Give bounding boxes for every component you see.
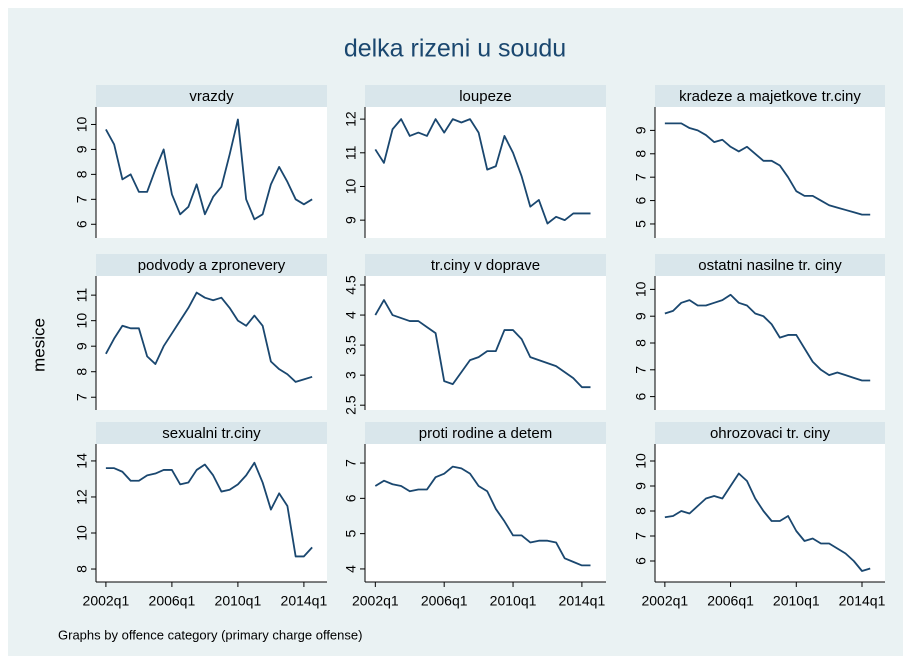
panel-title: sexualni tr.ciny [162,425,261,442]
y-tick-label: 10 [74,525,90,541]
series-line [374,118,591,225]
y-tick-label: 4 [343,565,359,573]
plot-area [655,444,885,582]
series-line [105,118,313,221]
panel-strip [365,422,606,444]
series-line [105,291,313,383]
y-tick-label: 12 [343,111,359,127]
x-tick-label: 2002q1 [352,593,399,609]
x-tick-label: 2006q1 [149,593,196,609]
y-tick-label: 4.5 [343,275,359,295]
plot-area [96,276,327,410]
y-tick-label: 8 [633,150,649,158]
panel-strip [655,422,885,444]
y-tick-label: 7 [74,393,90,401]
plot-area [96,107,327,238]
y-tick-label: 8 [74,170,90,178]
y-tick-label: 8 [74,368,90,376]
x-tick-label: 2002q1 [641,593,688,609]
y-tick-label: 4 [343,311,359,319]
panel-strip [365,254,606,276]
panel-strip [365,85,606,107]
y-tick-label: 10 [74,313,90,329]
y-tick-label: 3 [343,371,359,379]
x-tick-label: 2010q1 [490,593,537,609]
y-tick-label: 7 [343,459,359,467]
y-tick-label: 7 [74,195,90,203]
y-tick-label: 5 [343,530,359,538]
x-tick-label: 2010q1 [215,593,262,609]
y-tick-label: 14 [74,453,90,469]
x-tick-label: 2014q1 [839,593,886,609]
panel-title: kradeze a majetkove tr.ciny [679,88,861,105]
x-tick-label: 2006q1 [421,593,468,609]
x-tick-label: 2010q1 [773,593,820,609]
series-line [374,465,591,567]
y-tick-label: 7 [633,532,649,540]
plot-area [365,276,606,410]
plot-area [655,107,885,238]
panel-title: podvody a zpronevery [138,257,286,274]
y-tick-label: 7 [633,366,649,374]
x-tick-label: 2014q1 [281,593,328,609]
y-tick-label: 12 [74,489,90,505]
panel-title: ostatni nasilne tr. ciny [698,257,842,274]
panel-title: vrazdy [189,88,234,105]
panel-strip [96,254,327,276]
y-tick-label: 2.5 [343,395,359,415]
panel-title: loupeze [459,88,512,105]
y-tick-label: 11 [343,145,359,160]
panel-strip [96,85,327,107]
x-tick-label: 2006q1 [707,593,754,609]
x-tick-label: 2002q1 [83,593,130,609]
y-tick-label: 9 [343,216,359,224]
y-tick-label: 8 [633,507,649,515]
note: Graphs by offence category (primary char… [58,627,362,642]
y-tick-label: 6 [343,494,359,502]
y-tick-label: 6 [633,557,649,565]
plot-area [96,444,327,582]
panel-title: tr.ciny v doprave [431,257,540,274]
plot-area [655,276,885,410]
panel-strip [655,85,885,107]
y-tick-label: 10 [74,116,90,132]
panel-title: proti rodine a detem [419,425,552,442]
x-tick-label: 2014q1 [559,593,606,609]
plot-area [365,107,606,238]
panel-title: ohrozovaci tr. ciny [710,425,831,442]
series-line [105,461,313,558]
y-tick-label: 9 [74,342,90,350]
y-tick-label: 10 [633,281,649,297]
y-tick-label: 6 [633,196,649,204]
series-line [664,293,871,382]
y-tick-label: 9 [633,126,649,134]
y-tick-label: 7 [633,173,649,181]
y-axis-label: mesice [29,318,48,372]
y-tick-label: 10 [633,453,649,469]
y-tick-label: 9 [633,482,649,490]
panel-strip [655,254,885,276]
y-tick-label: 9 [633,312,649,320]
series-line [374,299,591,389]
y-tick-label: 6 [633,392,649,400]
y-tick-label: 10 [343,178,359,194]
series-line [664,122,871,216]
y-tick-label: 11 [74,288,90,303]
y-tick-label: 8 [74,565,90,573]
y-tick-label: 6 [74,220,90,228]
y-tick-label: 5 [633,220,649,228]
y-tick-label: 3.5 [343,335,359,355]
chart-title: delka rizeni u soudu [344,35,566,63]
y-tick-label: 9 [74,145,90,153]
panel-strip [96,422,327,444]
series-line [664,472,871,572]
y-tick-label: 8 [633,339,649,347]
